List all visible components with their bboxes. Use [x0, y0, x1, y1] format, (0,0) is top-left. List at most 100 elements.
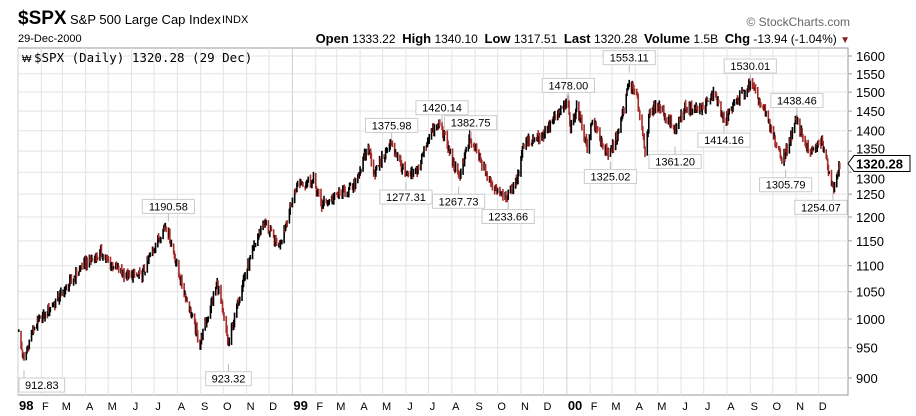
annotation-label: 1382.75: [451, 118, 491, 130]
annotation-label: 1553.11: [610, 53, 649, 65]
volume-label: Volume: [644, 31, 691, 46]
x-tick-label: N: [796, 401, 804, 413]
x-tick-label: J: [430, 401, 436, 413]
quote-date: 29-Dec-2000: [18, 33, 82, 45]
x-tick-label: M: [62, 401, 71, 413]
low-label: Low: [484, 31, 511, 46]
legend-text: $SPX (Daily) 1320.28 (29 Dec): [34, 50, 252, 65]
x-tick-label: D: [269, 401, 277, 413]
x-tick-label: 98: [19, 398, 33, 413]
annotation-label: 1233.66: [488, 212, 528, 224]
chg-label: Chg: [724, 31, 751, 46]
annotation-label: 1190.58: [149, 201, 188, 213]
x-tick-label: O: [223, 401, 232, 413]
price-annotation: 1254.07: [794, 192, 848, 215]
annotation-label: 1361.20: [655, 156, 695, 168]
annotation-box: [583, 169, 638, 185]
triangle-down-icon: ▼: [840, 35, 850, 46]
x-tick-label: O: [773, 401, 782, 413]
annotation-label: 912.83: [25, 380, 59, 392]
x-tick-label: A: [452, 401, 460, 413]
x-tick-label: S: [751, 401, 758, 413]
price-annotation: 1277.31: [379, 182, 433, 205]
annotation-box: [602, 50, 656, 66]
y-tick-label: 1100: [856, 259, 884, 274]
price-annotation: 1478.00: [541, 77, 595, 101]
x-tick-label: F: [591, 401, 598, 413]
y-tick-label: 1600: [856, 49, 885, 64]
annotation-label: 923.32: [212, 374, 246, 386]
y-tick-label: 1400: [856, 124, 885, 139]
annotation-label: 1438.46: [777, 96, 817, 108]
x-tick-label: N: [247, 401, 255, 413]
y-tick-label: 950: [856, 341, 878, 356]
price-annotation: 1267.73: [431, 186, 486, 209]
x-tick-label: F: [42, 401, 49, 413]
annotation-label: 1254.07: [801, 202, 841, 214]
x-tick-label: J: [407, 401, 413, 413]
x-tick-label: A: [727, 401, 735, 413]
exchange: INDX: [222, 14, 249, 26]
annotation-box: [759, 177, 813, 193]
x-tick-label: S: [201, 401, 208, 413]
annotation-box: [443, 115, 498, 131]
y-tick-label: 1250: [856, 187, 885, 202]
x-tick-label: M: [611, 401, 620, 413]
annotation-box: [415, 100, 469, 116]
x-tick-label: D: [819, 401, 827, 413]
annotation-box: [648, 153, 702, 169]
last-price-box: [847, 155, 911, 173]
annotation-box: [481, 209, 535, 225]
quote-summary: Open 1333.22 High 1340.10 Low 1317.51 La…: [316, 31, 850, 46]
x-tick-label: J: [705, 401, 711, 413]
x-tick-label: O: [497, 401, 506, 413]
price-annotation: 1420.14: [415, 100, 469, 123]
annotation-box: [723, 58, 777, 74]
annotation-box: [794, 199, 848, 215]
x-tick-label: A: [86, 401, 94, 413]
annotation-label: 1414.16: [704, 135, 744, 147]
last-label: Last: [563, 31, 591, 46]
chart-legend: ₩ $SPX (Daily) 1320.28 (29 Dec): [22, 50, 252, 65]
last-value: 1320.28: [593, 32, 638, 46]
annotation-label: 1277.31: [386, 192, 426, 204]
x-tick-label: J: [133, 401, 139, 413]
chg-value: -13.94 (-1.04%): [753, 32, 837, 46]
annotation-label: 1420.14: [422, 103, 462, 115]
open-label: Open: [315, 31, 349, 46]
open-value: 1333.22: [352, 32, 396, 46]
x-tick-label: A: [178, 401, 186, 413]
annotation-box: [541, 77, 595, 93]
volume-value: 1.5B: [693, 32, 719, 46]
y-tick-label: 1450: [856, 104, 885, 119]
y-tick-label: 1500: [856, 85, 885, 100]
x-tick-label: J: [155, 401, 161, 413]
low-value: 1317.51: [513, 32, 558, 46]
high-label: High: [402, 31, 432, 46]
symbol: $SPX: [18, 8, 67, 29]
last-price-tag: 1320.28: [847, 155, 911, 173]
price-annotation: 912.83: [18, 370, 66, 393]
price-annotation: 923.32: [205, 363, 252, 387]
annotation-label: 1325.02: [591, 172, 631, 184]
annotation-label: 1530.01: [730, 61, 770, 73]
x-tick-label: 00: [568, 398, 582, 413]
annotation-box: [18, 377, 66, 393]
annotation-label: 1375.98: [372, 120, 412, 132]
x-tick-label: M: [382, 401, 391, 413]
price-annotation: 1305.79: [759, 169, 813, 193]
annotation-label: 1478.00: [548, 80, 588, 92]
price-annotation: 1553.11: [602, 50, 656, 73]
annotation-box: [697, 132, 751, 148]
price-annotation: 1325.02: [583, 161, 638, 185]
x-tick-label: D: [544, 401, 552, 413]
price-annotation: 1530.01: [723, 58, 777, 82]
annotation-box: [365, 117, 419, 133]
annotation-box: [770, 93, 824, 109]
annotation-box: [141, 198, 195, 214]
last-price-label: 1320.28: [856, 157, 903, 172]
x-tick-label: M: [108, 401, 117, 413]
plot-area: [17, 47, 849, 396]
